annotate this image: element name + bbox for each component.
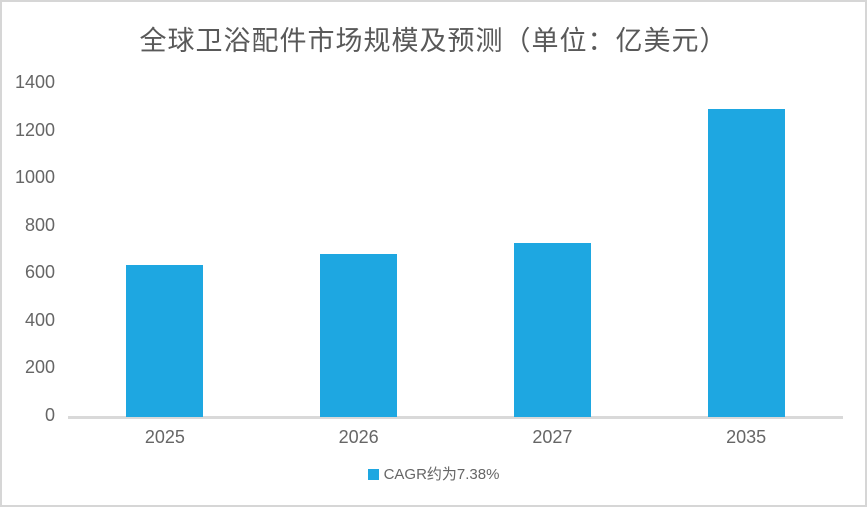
legend-label: CAGR约为7.38% [383, 466, 500, 483]
x-axis-tick-label: 2025 [144, 427, 185, 447]
chart-title: 全球卫浴配件市场规模及预测（单位：亿美元） [139, 26, 728, 56]
bar-2025 [126, 264, 204, 417]
y-axis-tick-label: 1200 [14, 119, 55, 140]
y-axis-tick-label: 200 [24, 357, 55, 378]
y-axis-tick-label: 800 [24, 214, 55, 235]
legend: CAGR约为7.38% [0, 467, 867, 482]
bar-2027 [513, 243, 591, 417]
y-axis-tick-label: 600 [24, 262, 55, 283]
bar-2035 [707, 108, 785, 417]
y-axis-tick-label: 400 [24, 309, 55, 330]
bar-2026 [320, 254, 398, 417]
legend-swatch-icon [367, 469, 379, 480]
x-axis-tick-label: 2026 [338, 427, 379, 447]
x-axis-tick-label: 2035 [726, 427, 767, 447]
y-axis-tick-label: 1400 [14, 72, 55, 92]
x-axis-line [68, 416, 843, 419]
x-axis-tick-label: 2027 [532, 427, 573, 447]
y-axis-tick-label: 1000 [14, 167, 55, 188]
y-axis-tick-label: 0 [44, 405, 55, 425]
